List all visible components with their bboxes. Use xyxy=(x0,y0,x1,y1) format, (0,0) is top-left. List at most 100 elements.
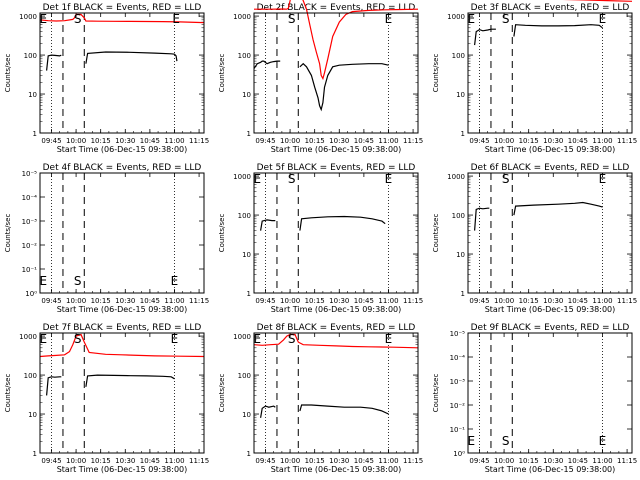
panel-title: Det 5f BLACK = Events, RED = LLD xyxy=(257,163,416,173)
y-tick-label: 1000 xyxy=(19,333,37,341)
marker-label: E xyxy=(39,274,47,288)
x-tick-label: 10:15 xyxy=(91,137,111,145)
y-tick-label: 1 xyxy=(247,130,251,138)
panel-title: Det 8f BLACK = Events, RED = LLD xyxy=(257,323,416,333)
y-tick-label: 10 xyxy=(456,251,465,259)
y-tick-label: 10⁻¹ xyxy=(22,266,38,274)
y-axis-label: Counts/sec xyxy=(432,54,440,93)
x-tick-label: 10:15 xyxy=(91,297,111,305)
chart-panel: Det 1f BLACK = Events, RED = LLD Counts/s… xyxy=(4,3,209,154)
x-tick-label: 10:30 xyxy=(115,297,135,305)
x-tick-label: 11:15 xyxy=(403,297,423,305)
marker-label: E xyxy=(385,332,393,346)
events-series-line xyxy=(260,219,276,231)
marker-label: E xyxy=(385,172,393,186)
lld-series-line xyxy=(39,333,205,358)
chart-panel: Det 9f BLACK = Events, RED = LLD Counts/s… xyxy=(432,323,637,474)
y-axis-label: Counts/sec xyxy=(4,374,12,413)
y-tick-label: 10⁻² xyxy=(22,242,38,250)
y-tick-label: 100 xyxy=(238,372,251,380)
events-series-line xyxy=(299,215,386,231)
y-tick-label: 100 xyxy=(452,212,465,220)
marker-label: E xyxy=(171,274,179,288)
y-tick-label: 1 xyxy=(247,450,251,458)
x-tick-label: 11:00 xyxy=(592,137,612,145)
plot-frame xyxy=(253,172,419,294)
events-series-line xyxy=(513,24,603,37)
marker-label: E xyxy=(599,172,607,186)
x-tick-label: 10:45 xyxy=(354,297,374,305)
panel-title: Det 6f BLACK = Events, RED = LLD xyxy=(471,163,630,173)
x-axis-label: Start Time (06-Dec-15 09:38:00) xyxy=(271,465,402,474)
x-tick-label: 10:45 xyxy=(354,137,374,145)
y-tick-label: 1 xyxy=(33,130,37,138)
marker-label: E xyxy=(385,12,393,26)
panel-title: Det 9f BLACK = Events, RED = LLD xyxy=(471,323,630,333)
x-tick-label: 11:00 xyxy=(164,457,184,465)
y-tick-label: 100 xyxy=(238,52,251,60)
y-tick-label: 10⁻³ xyxy=(450,378,466,386)
x-tick-label: 10:00 xyxy=(66,297,86,305)
events-series-line xyxy=(299,404,389,415)
x-tick-label: 10:15 xyxy=(519,137,539,145)
plot-frame xyxy=(39,332,205,454)
x-axis-label: Start Time (06-Dec-15 09:38:00) xyxy=(57,465,188,474)
y-tick-label: 1000 xyxy=(233,333,251,341)
events-series-line xyxy=(474,28,496,46)
chart-panel: Det 8f BLACK = Events, RED = LLD Counts/s… xyxy=(218,323,423,474)
marker-label: E xyxy=(253,332,261,346)
x-tick-label: 11:15 xyxy=(617,137,637,145)
x-axis-label: Start Time (06-Dec-15 09:38:00) xyxy=(485,465,616,474)
x-tick-label: 09:45 xyxy=(41,137,61,145)
marker-label: S xyxy=(502,434,510,448)
events-series-line xyxy=(260,405,276,418)
y-tick-label: 10⁻² xyxy=(450,402,466,410)
panel-title: Det 7f BLACK = Events, RED = LLD xyxy=(43,323,202,333)
x-tick-label: 09:45 xyxy=(255,297,275,305)
marker-label: S xyxy=(502,12,510,26)
x-tick-label: 11:15 xyxy=(403,137,423,145)
x-tick-label: 10:15 xyxy=(519,297,539,305)
x-tick-label: 09:45 xyxy=(469,457,489,465)
y-axis-label: Counts/sec xyxy=(218,54,226,93)
x-tick-label: 10:00 xyxy=(280,137,300,145)
x-tick-label: 10:00 xyxy=(494,297,514,305)
y-axis-label: Counts/sec xyxy=(218,374,226,413)
marker-label: E xyxy=(39,12,47,26)
x-tick-label: 11:15 xyxy=(189,457,209,465)
y-axis-label: Counts/sec xyxy=(432,214,440,253)
x-tick-label: 09:45 xyxy=(469,137,489,145)
x-tick-label: 10:45 xyxy=(568,297,588,305)
lld-series-line xyxy=(562,0,633,2)
plot-frame xyxy=(253,332,419,454)
panel-title: Det 4f BLACK = Events, RED = LLD xyxy=(43,163,202,173)
marker-label: E xyxy=(467,12,475,26)
x-tick-label: 10:30 xyxy=(329,297,349,305)
events-series-line xyxy=(513,201,603,216)
x-tick-label: 10:30 xyxy=(543,457,563,465)
marker-label: E xyxy=(172,12,180,26)
x-tick-label: 10:15 xyxy=(305,457,325,465)
x-tick-label: 10:15 xyxy=(305,297,325,305)
y-tick-label: 10⁻⁵ xyxy=(22,170,38,178)
marker-label: S xyxy=(288,12,296,26)
events-series-line xyxy=(46,376,62,396)
y-tick-label: 1000 xyxy=(233,13,251,21)
y-tick-label: 10 xyxy=(242,91,251,99)
marker-label: S xyxy=(74,274,82,288)
chart-panel: Det 4f BLACK = Events, RED = LLD Counts/s… xyxy=(4,163,209,314)
x-tick-label: 10:45 xyxy=(568,457,588,465)
marker-label: S xyxy=(502,172,510,186)
y-tick-label: 100 xyxy=(24,372,37,380)
x-tick-label: 10:15 xyxy=(519,457,539,465)
y-tick-label: 10 xyxy=(28,91,37,99)
x-tick-label: 10:30 xyxy=(329,457,349,465)
x-tick-label: 10:30 xyxy=(543,137,563,145)
chart-panel: Det 3f BLACK = Events, RED = LLD Counts/s… xyxy=(432,0,637,154)
y-tick-label: 1000 xyxy=(233,173,251,181)
plot-frame xyxy=(467,12,633,134)
y-tick-label: 1 xyxy=(33,450,37,458)
y-tick-label: 10⁻⁵ xyxy=(450,330,466,338)
x-axis-label: Start Time (06-Dec-15 09:38:00) xyxy=(271,305,402,314)
